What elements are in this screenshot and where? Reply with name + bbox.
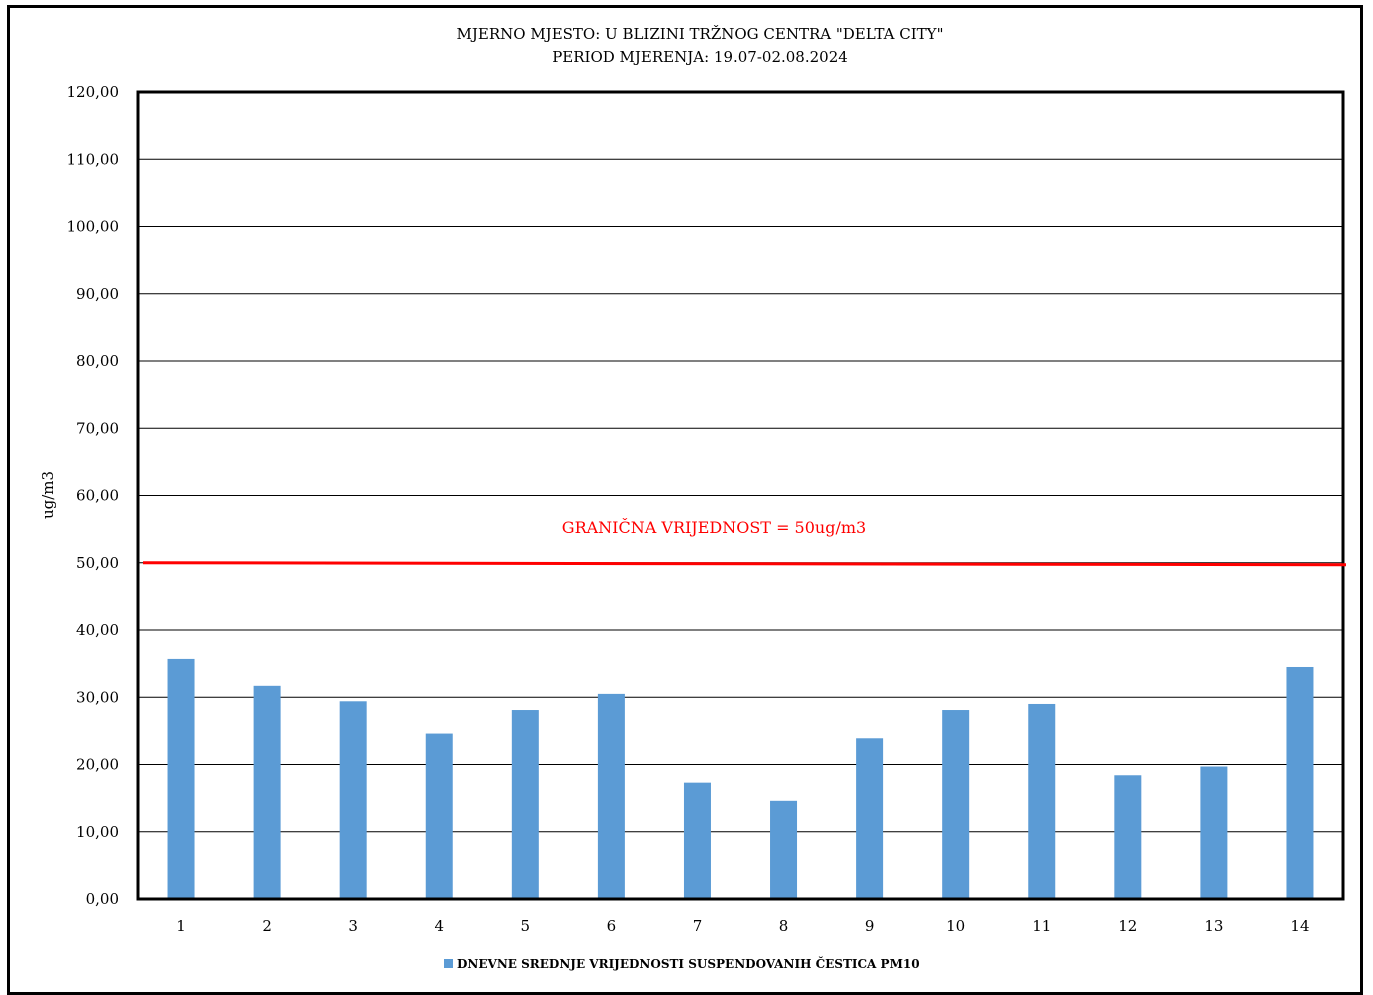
plot-area-border	[136, 90, 1345, 901]
bars	[167, 658, 1314, 899]
legend-swatch	[444, 959, 453, 968]
limit-line-label: GRANIČNA VRIJEDNOST = 50ug/m3	[562, 517, 866, 537]
bar	[1286, 666, 1314, 899]
y-tick-label: 30,00	[76, 688, 119, 706]
x-tick-label: 12	[1118, 917, 1137, 935]
bar	[683, 782, 711, 899]
bar	[167, 658, 195, 899]
gridlines	[138, 158, 1343, 833]
x-tick-labels: 1 2 3 4 5 6 7 8 9 10 11 12 13 14	[176, 917, 1309, 935]
bar	[339, 701, 367, 899]
x-tick-label: 14	[1290, 917, 1309, 935]
x-tick-label: 11	[1032, 917, 1051, 935]
y-tick-label: 80,00	[76, 352, 119, 370]
y-axis-title: ug/m3	[39, 471, 57, 519]
legend: DNEVNE SREDNJE VRIJEDNOSTI SUSPENDOVANIH…	[444, 955, 920, 971]
x-tick-label: 2	[262, 917, 272, 935]
y-tick-label: 120,00	[67, 83, 120, 101]
x-tick-label: 1	[176, 917, 186, 935]
bar	[425, 733, 453, 899]
x-tick-label: 10	[946, 917, 965, 935]
limit-line	[142, 561, 1347, 567]
bar	[1200, 766, 1228, 899]
bar	[253, 685, 281, 899]
x-tick-label: 3	[348, 917, 358, 935]
y-tick-label: 40,00	[76, 621, 119, 639]
y-tick-labels: 0,00 10,00 20,00 30,00 40,00 50,00 60,00 70,00 8…	[67, 83, 120, 908]
x-tick-label: 6	[607, 917, 617, 935]
y-tick-label: 60,00	[76, 487, 119, 505]
y-tick-label: 90,00	[76, 285, 119, 303]
y-tick-label: 20,00	[76, 756, 119, 774]
chart-title: MJERNO MJESTO: U BLIZINI TRŽNOG CENTRA "…	[457, 25, 944, 43]
x-tick-label: 4	[434, 917, 444, 935]
x-tick-label: 9	[865, 917, 875, 935]
x-tick-label: 13	[1204, 917, 1223, 935]
chart-subtitle: PERIOD MJERENJA: 19.07-02.08.2024	[552, 48, 848, 66]
bar	[856, 738, 884, 899]
x-tick-label: 5	[521, 917, 531, 935]
bar	[1028, 703, 1056, 899]
y-tick-label: 70,00	[76, 419, 119, 437]
y-tick-label: 0,00	[86, 890, 119, 908]
y-tick-label: 10,00	[76, 823, 119, 841]
bar	[770, 800, 798, 899]
y-tick-label: 110,00	[67, 150, 120, 168]
y-tick-label: 100,00	[67, 218, 120, 236]
bar	[942, 710, 970, 899]
y-tick-label: 50,00	[76, 554, 119, 572]
x-tick-label: 7	[693, 917, 703, 935]
bar	[1114, 775, 1142, 899]
legend-label: DNEVNE SREDNJE VRIJEDNOSTI SUSPENDOVANIH…	[457, 955, 920, 971]
bar	[511, 710, 539, 899]
x-tick-label: 8	[779, 917, 789, 935]
bar	[597, 693, 625, 899]
